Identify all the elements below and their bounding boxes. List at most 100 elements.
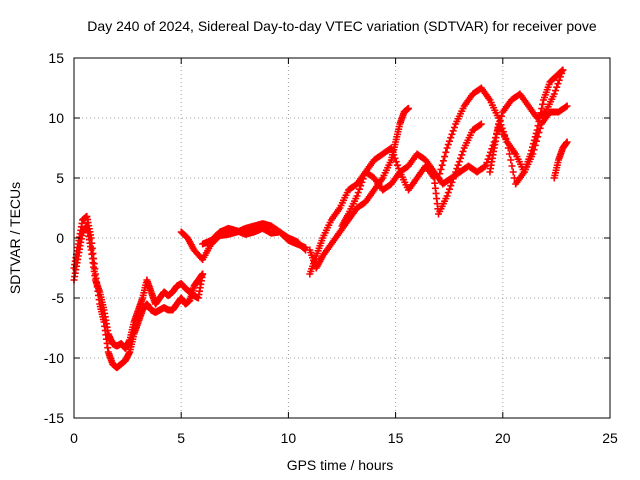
data-point <box>527 150 535 158</box>
data-point <box>529 143 537 151</box>
data-point <box>441 153 449 161</box>
data-point <box>443 192 451 200</box>
axis-ticks <box>73 57 611 419</box>
data-point <box>448 178 456 186</box>
data-point <box>354 189 362 197</box>
data-point <box>533 126 541 134</box>
data-point <box>550 90 558 98</box>
data-point <box>391 154 399 162</box>
data-point <box>506 150 514 158</box>
data-point <box>509 168 517 176</box>
data-point <box>535 117 543 125</box>
data-point <box>444 189 452 197</box>
data-point <box>503 138 511 146</box>
y-tick-label: -10 <box>44 350 64 366</box>
y-tick-label: 15 <box>48 50 64 66</box>
series-track-b <box>70 222 207 352</box>
data-point <box>442 148 450 156</box>
data-point <box>508 162 516 170</box>
x-tick-label: 20 <box>495 430 511 446</box>
data-point <box>446 137 454 145</box>
data-point <box>498 112 506 120</box>
data-point <box>447 182 455 190</box>
data-point <box>504 144 512 152</box>
data-point <box>482 162 490 170</box>
x-tick-label: 10 <box>281 430 297 446</box>
data-point <box>484 155 492 163</box>
data-point <box>449 127 457 135</box>
data-point <box>199 270 207 278</box>
data-point <box>537 109 545 117</box>
data-point <box>437 165 445 173</box>
data-point <box>563 102 571 110</box>
data-point <box>555 76 563 84</box>
y-tick-label: 0 <box>56 230 64 246</box>
y-tick-label: 5 <box>56 170 64 186</box>
data-point <box>404 104 412 112</box>
data-point <box>395 165 403 173</box>
chart-title: Day 240 of 2024, Sidereal Day-to-day VTE… <box>87 18 597 34</box>
grid <box>74 58 610 418</box>
data-marks <box>70 66 571 372</box>
y-tick-label: -5 <box>52 290 65 306</box>
series-track-k <box>550 138 571 182</box>
data-point <box>530 136 538 144</box>
data-point <box>510 174 518 182</box>
data-point <box>447 134 455 142</box>
data-point <box>476 121 484 129</box>
series-track-j <box>486 66 567 188</box>
data-point <box>360 171 368 179</box>
x-tick-label: 5 <box>177 430 185 446</box>
data-point <box>538 105 546 113</box>
series-track-d <box>199 224 310 254</box>
data-point <box>539 100 547 108</box>
data-point <box>563 138 571 146</box>
data-point <box>390 151 398 159</box>
y-tick-label: -15 <box>44 410 64 426</box>
data-point <box>353 192 361 200</box>
data-point <box>457 154 465 162</box>
data-point <box>355 185 363 193</box>
data-point <box>553 83 561 91</box>
data-point <box>358 178 366 186</box>
data-point <box>389 147 397 155</box>
data-point <box>536 113 544 121</box>
data-point <box>534 122 542 130</box>
data-point <box>483 159 491 167</box>
data-point <box>448 130 456 138</box>
x-tick-label: 15 <box>388 430 404 446</box>
x-tick-label: 0 <box>70 430 78 446</box>
data-point <box>558 67 566 75</box>
data-point <box>551 87 559 95</box>
data-point <box>357 182 365 190</box>
data-point <box>450 171 458 179</box>
data-point <box>436 170 444 178</box>
data-point <box>359 175 367 183</box>
data-point <box>529 140 537 148</box>
data-point <box>449 175 457 183</box>
data-point <box>480 163 488 171</box>
data-point <box>507 156 515 164</box>
x-axis-label: GPS time / hours <box>287 457 394 473</box>
data-point <box>450 123 458 131</box>
series-track-g <box>338 120 485 230</box>
data-point <box>554 80 562 88</box>
y-axis-label: SDTVAR / TECUs <box>7 182 23 294</box>
data-point <box>532 129 540 137</box>
data-point <box>387 144 395 152</box>
x-tick-label: 25 <box>602 430 618 446</box>
data-point <box>455 158 463 166</box>
series-track-f <box>306 150 464 278</box>
data-point <box>528 147 536 155</box>
data-point <box>458 151 466 159</box>
data-point <box>559 66 567 74</box>
tick-labels: 0 5 10 15 20 25 -15 -10 -5 0 5 10 15 <box>44 50 618 446</box>
data-point <box>438 161 446 169</box>
data-point <box>439 157 447 165</box>
data-point <box>392 158 400 166</box>
data-point <box>444 141 452 149</box>
data-point <box>459 147 467 155</box>
y-tick-label: 10 <box>48 110 64 126</box>
data-point <box>300 245 308 253</box>
